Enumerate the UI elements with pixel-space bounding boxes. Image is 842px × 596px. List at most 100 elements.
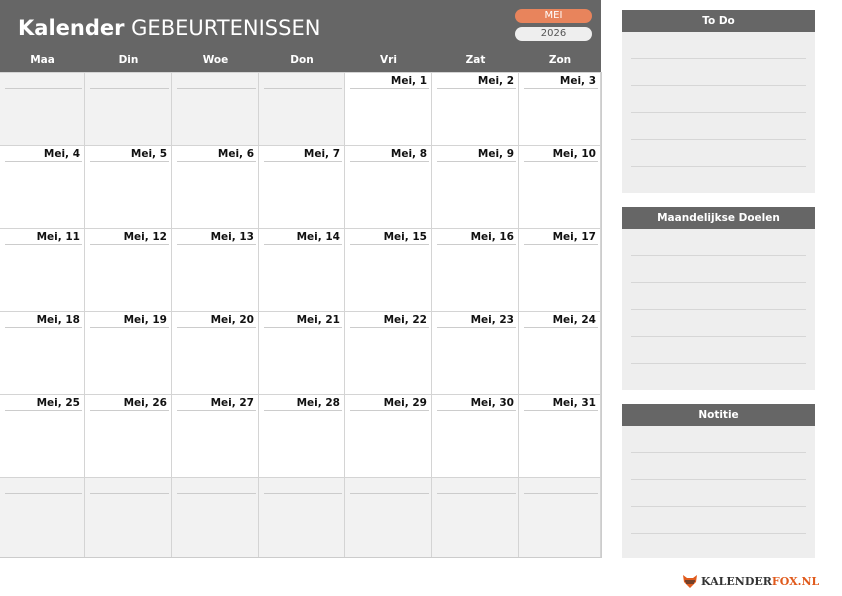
writing-line[interactable] xyxy=(631,452,806,453)
day-cell[interactable]: Mei, 3 xyxy=(519,72,601,145)
day-cell[interactable]: Mei, 26 xyxy=(85,394,172,477)
cell-divider xyxy=(350,410,429,411)
day-cell[interactable] xyxy=(85,72,172,145)
cell-divider xyxy=(90,88,169,89)
day-cell[interactable]: Mei, 6 xyxy=(172,145,259,228)
writing-line[interactable] xyxy=(631,506,806,507)
day-cell[interactable]: Mei, 12 xyxy=(85,228,172,311)
writing-line[interactable] xyxy=(631,112,806,113)
day-cell[interactable]: Mei, 11 xyxy=(0,228,85,311)
day-cell[interactable]: Mei, 23 xyxy=(432,311,519,394)
day-label: Mei, 27 xyxy=(210,397,254,409)
day-cell[interactable]: Mei, 4 xyxy=(0,145,85,228)
weekday-vri: Vri xyxy=(380,54,397,66)
day-cell[interactable] xyxy=(172,477,259,557)
writing-line[interactable] xyxy=(631,58,806,59)
todo-title: To Do xyxy=(622,10,815,32)
cell-divider xyxy=(5,161,82,162)
day-cell[interactable] xyxy=(345,477,432,557)
day-cell[interactable]: Mei, 28 xyxy=(259,394,345,477)
day-cell[interactable]: Mei, 14 xyxy=(259,228,345,311)
year-badge[interactable]: 2026 xyxy=(515,27,592,41)
day-label: Mei, 15 xyxy=(383,231,427,243)
day-cell[interactable]: Mei, 31 xyxy=(519,394,601,477)
day-cell[interactable]: Mei, 17 xyxy=(519,228,601,311)
cell-divider xyxy=(177,161,256,162)
day-cell[interactable] xyxy=(85,477,172,557)
cell-divider xyxy=(524,493,598,494)
day-cell[interactable]: Mei, 16 xyxy=(432,228,519,311)
day-label: Mei, 28 xyxy=(296,397,340,409)
day-cell[interactable] xyxy=(519,477,601,557)
cell-divider xyxy=(350,161,429,162)
writing-line[interactable] xyxy=(631,309,806,310)
writing-line[interactable] xyxy=(631,255,806,256)
cell-divider xyxy=(350,244,429,245)
day-cell[interactable]: Mei, 1 xyxy=(345,72,432,145)
day-label: Mei, 23 xyxy=(470,314,514,326)
day-cell[interactable]: Mei, 5 xyxy=(85,145,172,228)
day-cell[interactable]: Mei, 29 xyxy=(345,394,432,477)
day-label: Mei, 7 xyxy=(303,148,340,160)
day-cell[interactable]: Mei, 15 xyxy=(345,228,432,311)
day-label: Mei, 3 xyxy=(559,75,596,87)
day-cell[interactable]: Mei, 20 xyxy=(172,311,259,394)
day-cell[interactable]: Mei, 30 xyxy=(432,394,519,477)
weekday-zon: Zon xyxy=(548,54,572,66)
day-cell[interactable] xyxy=(259,477,345,557)
goals-title: Maandelijkse Doelen xyxy=(622,207,815,229)
day-cell[interactable] xyxy=(0,477,85,557)
cell-divider xyxy=(524,327,598,328)
day-cell[interactable] xyxy=(259,72,345,145)
calendar-grid: Mei, 1 Mei, 2 Mei, 3 Mei, 4 Mei, 5 Mei, 6 Mei,… xyxy=(0,72,602,558)
day-cell[interactable]: Mei, 19 xyxy=(85,311,172,394)
day-cell[interactable]: Mei, 24 xyxy=(519,311,601,394)
month-badge[interactable]: MEI xyxy=(515,9,592,23)
day-cell[interactable]: Mei, 25 xyxy=(0,394,85,477)
day-cell[interactable]: Mei, 18 xyxy=(0,311,85,394)
day-label: Mei, 4 xyxy=(43,148,80,160)
day-cell[interactable]: Mei, 9 xyxy=(432,145,519,228)
day-label: Mei, 13 xyxy=(210,231,254,243)
cell-divider xyxy=(264,88,342,89)
writing-line[interactable] xyxy=(631,533,806,534)
writing-line[interactable] xyxy=(631,479,806,480)
cell-divider xyxy=(437,493,516,494)
day-label: Mei, 19 xyxy=(123,314,167,326)
cell-divider xyxy=(264,244,342,245)
cell-divider xyxy=(5,88,82,89)
goals-panel: Maandelijkse Doelen xyxy=(622,207,815,390)
day-label: Mei, 16 xyxy=(470,231,514,243)
day-cell[interactable] xyxy=(172,72,259,145)
day-cell[interactable]: Mei, 7 xyxy=(259,145,345,228)
todo-panel: To Do xyxy=(622,10,815,193)
day-cell[interactable]: Mei, 13 xyxy=(172,228,259,311)
title-rest: GEBEURTENISSEN xyxy=(131,16,321,40)
day-cell[interactable] xyxy=(432,477,519,557)
writing-line[interactable] xyxy=(631,336,806,337)
cell-divider xyxy=(177,493,256,494)
day-label: Mei, 17 xyxy=(552,231,596,243)
cell-divider xyxy=(177,88,256,89)
writing-line[interactable] xyxy=(631,85,806,86)
kalenderfox-logo[interactable]: KALENDER FOX.NL xyxy=(682,573,819,589)
day-label: Mei, 14 xyxy=(296,231,340,243)
day-cell[interactable]: Mei, 8 xyxy=(345,145,432,228)
writing-line[interactable] xyxy=(631,282,806,283)
day-cell[interactable]: Mei, 2 xyxy=(432,72,519,145)
day-cell[interactable]: Mei, 21 xyxy=(259,311,345,394)
day-label: Mei, 11 xyxy=(36,231,80,243)
cell-divider xyxy=(437,161,516,162)
day-label: Mei, 5 xyxy=(130,148,167,160)
writing-line[interactable] xyxy=(631,166,806,167)
writing-line[interactable] xyxy=(631,139,806,140)
day-cell[interactable]: Mei, 10 xyxy=(519,145,601,228)
weekday-maa: Maa xyxy=(30,54,55,66)
calendar-header: Kalender GEBEURTENISSEN MEI 2026 Maa Din W… xyxy=(0,0,601,72)
day-cell[interactable]: Mei, 22 xyxy=(345,311,432,394)
writing-line[interactable] xyxy=(631,363,806,364)
day-label: Mei, 30 xyxy=(470,397,514,409)
cell-divider xyxy=(437,244,516,245)
day-cell[interactable]: Mei, 27 xyxy=(172,394,259,477)
day-cell[interactable] xyxy=(0,72,85,145)
